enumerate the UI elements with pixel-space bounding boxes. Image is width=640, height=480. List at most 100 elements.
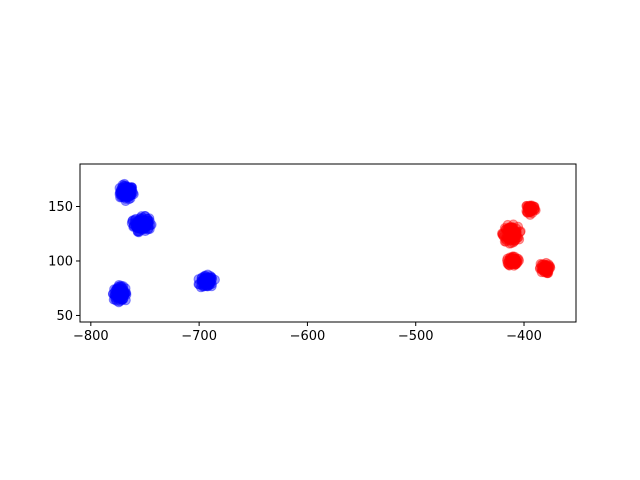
data-point — [538, 262, 549, 273]
data-point — [504, 222, 515, 233]
data-point — [509, 251, 520, 262]
data-point — [206, 272, 217, 283]
data-point — [131, 218, 142, 229]
data-point — [139, 221, 150, 232]
data-point — [138, 222, 149, 233]
data-point — [120, 196, 131, 207]
data-point — [116, 183, 127, 194]
data-point — [125, 188, 136, 199]
data-point — [121, 188, 132, 199]
data-point — [509, 230, 520, 241]
data-point — [201, 274, 212, 285]
x-axis: −800 −700 −600 −500 −400 — [73, 322, 542, 344]
y-axis: 50 100 150 — [48, 200, 80, 324]
data-point — [131, 218, 142, 229]
data-point — [140, 226, 151, 237]
data-point — [138, 221, 149, 232]
data-point — [117, 184, 128, 195]
data-point — [541, 265, 552, 276]
data-point — [512, 232, 523, 243]
data-point — [143, 216, 154, 226]
data-point — [508, 258, 519, 269]
data-point — [116, 188, 127, 199]
data-point — [127, 182, 138, 193]
data-point — [118, 290, 129, 301]
data-point — [503, 228, 514, 239]
data-point — [134, 217, 145, 228]
data-point — [141, 219, 152, 230]
data-point — [133, 218, 144, 229]
data-point — [143, 224, 154, 235]
data-point — [502, 253, 513, 264]
data-point — [524, 203, 535, 214]
data-point — [510, 259, 521, 270]
data-point — [542, 265, 553, 276]
data-point — [135, 223, 146, 234]
data-point — [125, 189, 136, 200]
data-point — [128, 220, 139, 231]
data-point — [209, 274, 220, 285]
data-point — [502, 219, 513, 230]
data-point — [526, 205, 537, 216]
data-point — [507, 235, 518, 246]
data-point — [507, 227, 518, 238]
data-point — [500, 233, 511, 244]
data-point — [198, 277, 209, 288]
data-point — [143, 219, 154, 230]
data-point — [122, 190, 133, 201]
data-point — [120, 184, 131, 195]
data-point — [112, 290, 123, 301]
x-tick-label: −600 — [290, 329, 326, 344]
data-point — [201, 276, 212, 287]
data-point — [525, 206, 536, 217]
data-point — [113, 291, 124, 302]
data-point — [136, 219, 147, 229]
data-point — [505, 232, 516, 243]
data-point — [138, 223, 149, 234]
data-point — [204, 276, 215, 287]
data-point — [122, 188, 133, 199]
data-point — [117, 281, 128, 292]
data-point — [126, 182, 137, 193]
data-point — [508, 256, 519, 267]
data-point — [509, 260, 520, 271]
data-point — [114, 288, 125, 299]
data-point — [523, 201, 534, 212]
data-point — [508, 224, 519, 235]
data-point — [204, 275, 215, 286]
data-point — [136, 213, 146, 224]
data-point — [138, 219, 149, 230]
data-point — [112, 285, 123, 296]
data-point — [502, 233, 513, 244]
data-point — [540, 264, 551, 275]
data-point — [115, 285, 126, 296]
data-point — [139, 211, 150, 221]
data-point — [541, 257, 552, 268]
data-point — [120, 295, 131, 306]
data-point — [123, 182, 134, 193]
data-point — [130, 220, 141, 231]
data-point — [503, 225, 514, 236]
data-point — [504, 225, 515, 236]
data-point — [120, 191, 131, 202]
data-point — [115, 288, 126, 299]
data-point — [529, 201, 540, 212]
data-point — [137, 219, 148, 230]
data-point — [500, 236, 511, 247]
data-point — [118, 284, 129, 295]
data-point — [118, 290, 129, 301]
data-point — [128, 221, 139, 232]
data-point — [144, 216, 155, 227]
data-point — [509, 226, 520, 237]
data-point — [539, 259, 550, 270]
data-point — [507, 230, 518, 241]
data-point — [205, 277, 216, 288]
data-point — [503, 230, 514, 241]
data-point — [123, 185, 134, 196]
data-point — [201, 275, 212, 286]
data-point — [135, 220, 146, 231]
data-point — [523, 203, 534, 214]
data-point — [526, 205, 537, 216]
data-point — [507, 258, 518, 269]
data-point — [511, 230, 522, 241]
